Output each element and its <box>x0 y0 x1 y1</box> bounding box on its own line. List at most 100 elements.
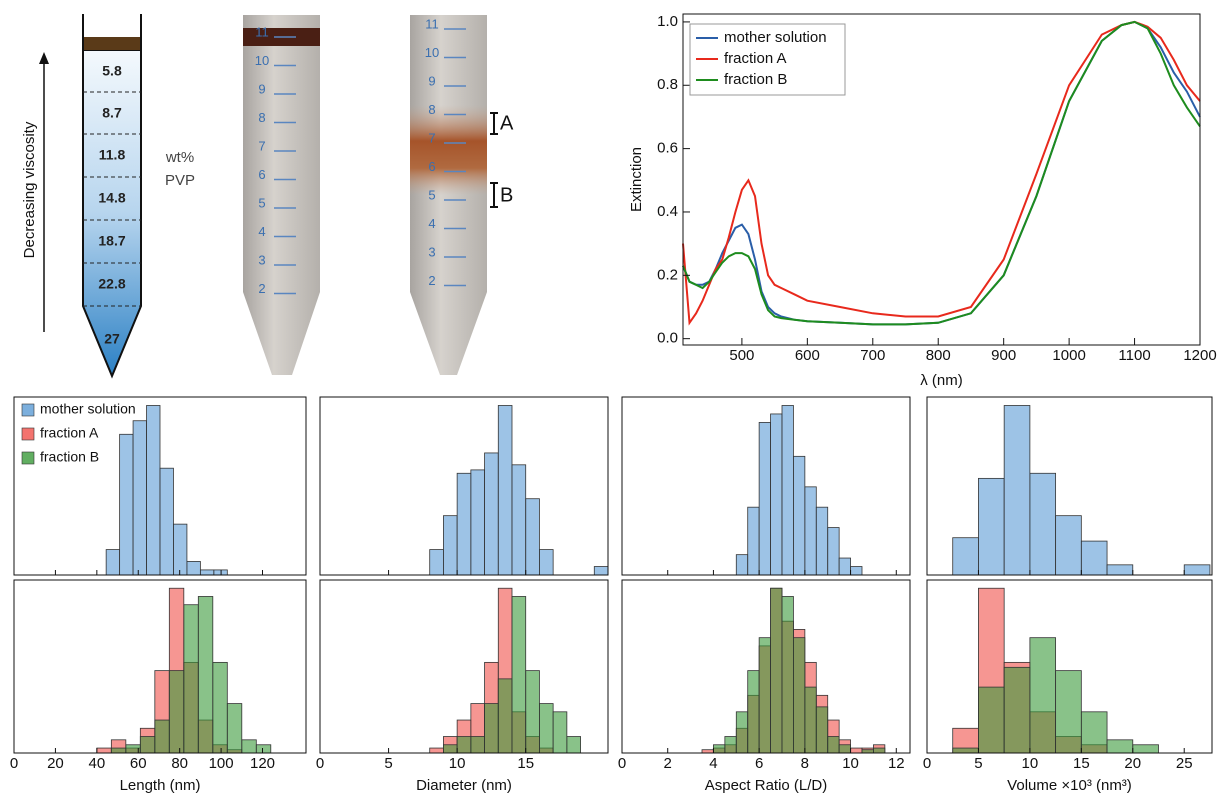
y-tick-label: 0.2 <box>657 266 678 283</box>
histogram-bar <box>443 744 458 754</box>
histogram-bar <box>978 477 1005 576</box>
x-tick-label: 120 <box>250 755 275 772</box>
histogram-bar <box>255 744 272 754</box>
x-tick-label: 500 <box>729 347 754 364</box>
histogram-bar <box>168 670 185 754</box>
x-tick-label: 6 <box>755 755 763 772</box>
histogram-bar <box>226 703 243 754</box>
x-tick-label: 1000 <box>1052 347 1085 364</box>
histogram-bar <box>952 747 979 754</box>
x-axis-label: Aspect Ratio (L/D) <box>705 777 828 794</box>
plot-frame <box>13 396 307 576</box>
graduation-label: 11 <box>425 16 439 31</box>
x-tick-label: 12 <box>888 755 905 772</box>
legend-label: mother solution <box>40 401 136 417</box>
histogram-bar <box>781 405 794 576</box>
histogram-bar <box>443 515 458 576</box>
histogram-bar <box>850 566 863 576</box>
histogram-bar <box>183 604 199 754</box>
histogram-bar <box>1106 564 1134 576</box>
legend-swatch <box>21 427 35 441</box>
histogram-bar <box>815 706 829 754</box>
histogram-bar <box>793 455 806 576</box>
graduation-label: 2 <box>428 273 435 288</box>
histogram-bar <box>212 661 228 754</box>
tube-schematic: 5.8 8.7 11.8 14.8 18.7 22.8 27 Decreasin… <box>21 14 195 379</box>
histogram-bar <box>241 739 257 754</box>
x-axis-label: λ (nm) <box>920 372 963 389</box>
histogram-bar <box>1106 739 1134 754</box>
histogram-bar <box>456 736 472 754</box>
plot-frame <box>319 579 609 754</box>
graduation-label: 2 <box>258 281 265 296</box>
y-tick-label: 0.8 <box>657 76 678 93</box>
histogram-bar <box>850 747 863 754</box>
plot-frame <box>621 396 911 576</box>
histogram-bar <box>1055 515 1082 576</box>
histogram-bar <box>470 736 485 754</box>
histogram-bar <box>815 506 829 576</box>
legend-label: mother solution <box>724 29 827 46</box>
graduation-label: 10 <box>255 53 269 68</box>
layer-label: 18.7 <box>98 233 125 249</box>
histogram-bar <box>154 719 170 754</box>
histogram-bar <box>770 587 783 754</box>
graduation-label: 6 <box>428 159 435 174</box>
x-tick-label: 1100 <box>1118 347 1150 364</box>
legend-label: fraction B <box>724 71 787 88</box>
graduation-label: 10 <box>425 45 439 60</box>
histogram-bar <box>197 596 214 754</box>
histogram-bar <box>952 537 979 576</box>
histogram-bar <box>873 747 886 754</box>
y-tick-label: 0.6 <box>657 140 678 157</box>
histogram-bar <box>758 637 771 754</box>
histogram-bar <box>213 569 228 576</box>
x-tick-label: 0 <box>316 755 324 772</box>
graduation-label: 5 <box>258 195 265 210</box>
histogram-bar <box>146 405 161 576</box>
graduation-label: 6 <box>258 167 265 182</box>
x-axis-label: Length (nm) <box>120 777 201 794</box>
x-tick-label: 15 <box>1073 755 1090 772</box>
histogram-bar <box>484 452 499 576</box>
histogram-bar <box>539 703 554 754</box>
x-tick-label: 0 <box>618 755 626 772</box>
graduation-label: 3 <box>258 252 265 267</box>
x-tick-label: 10 <box>449 755 466 772</box>
plot-frame <box>319 396 609 576</box>
plot-frame <box>682 13 1201 346</box>
histogram-bar <box>793 637 806 754</box>
histogram-bar <box>429 549 444 576</box>
histogram-bar <box>139 736 156 754</box>
plot-frame <box>926 396 1213 576</box>
graduation-label: 5 <box>428 187 435 202</box>
line-series <box>682 20 1201 326</box>
graduation-label: 9 <box>258 81 265 96</box>
histogram-bar <box>1183 564 1211 576</box>
histogram-bar <box>105 549 121 576</box>
histogram-bar <box>511 464 527 576</box>
histogram-bar <box>96 747 112 754</box>
histogram-bar <box>470 469 485 576</box>
histogram-bar <box>838 557 851 576</box>
graduation-label: 3 <box>428 244 435 259</box>
legend-label: fraction B <box>40 449 99 465</box>
histogram-bar <box>747 670 760 754</box>
x-tick-label: 5 <box>974 755 982 772</box>
histogram-bar <box>804 686 817 754</box>
histogram-bar <box>735 711 749 754</box>
y-tick-label: 0.0 <box>657 330 678 347</box>
histogram-bar <box>1055 670 1082 754</box>
histogram-bar <box>978 686 1005 754</box>
histogram-bar <box>511 596 527 754</box>
histogram-bar <box>1029 637 1057 754</box>
x-tick-label: 25 <box>1176 755 1193 772</box>
histogram-bar <box>456 472 472 576</box>
x-tick-label: 0 <box>923 755 931 772</box>
layer-label: 5.8 <box>102 63 122 79</box>
graduation-label: 8 <box>258 110 265 125</box>
x-tick-label: 20 <box>47 755 64 772</box>
histogram-bar <box>159 467 174 576</box>
x-tick-label: 60 <box>130 755 147 772</box>
